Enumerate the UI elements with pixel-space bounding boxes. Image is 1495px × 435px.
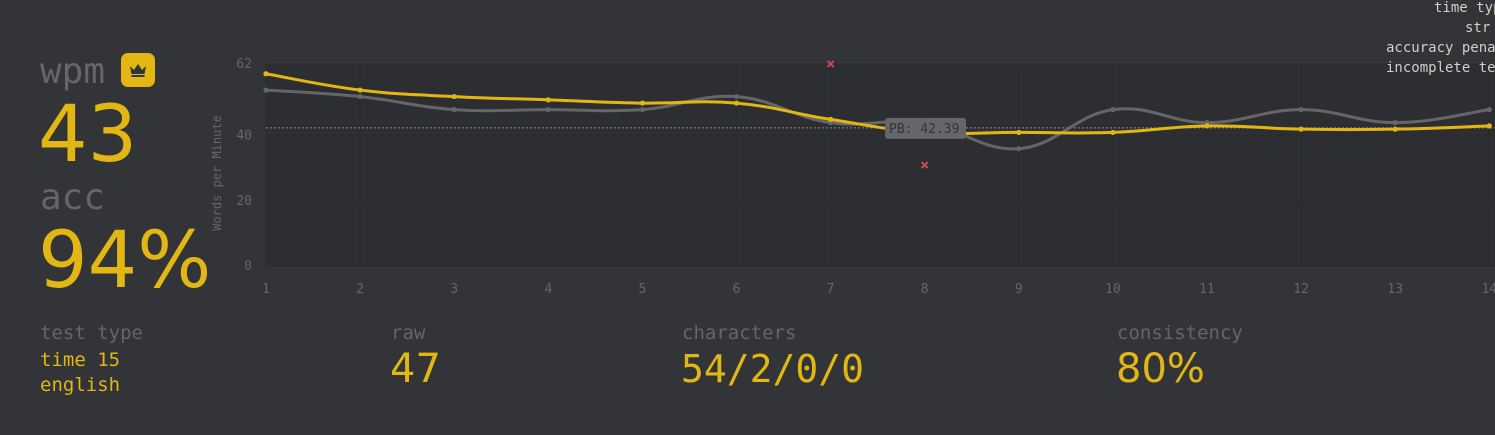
x-tick-label: 5 [638, 282, 646, 297]
y-tick-label: 40 [236, 129, 252, 144]
consistency-label: consistency [1117, 322, 1243, 344]
x-tick-label: 13 [1387, 282, 1403, 297]
x-tick-label: 1 [262, 282, 270, 297]
x-tick-label: 8 [921, 282, 929, 297]
x-tick-label: 2 [356, 282, 364, 297]
raw-point [1486, 107, 1492, 113]
raw-point [357, 93, 363, 100]
info-line-time-type: time typ [1434, 0, 1495, 16]
error-cross [920, 161, 929, 169]
raw-point [1110, 107, 1116, 113]
wpm-point [1204, 123, 1210, 129]
y-tick-label: 0 [244, 259, 252, 274]
x-tick-label: 7 [827, 282, 835, 297]
wpm-point [828, 116, 834, 122]
wpm-point [451, 93, 457, 100]
info-line-accuracy-penalty: accuracy pena [1386, 40, 1495, 56]
acc-label: acc [40, 177, 106, 218]
consistency-value: 80% [1116, 346, 1205, 392]
raw-point [733, 93, 740, 100]
info-line-incomplete-test: incomplete te [1386, 60, 1495, 76]
y-axis-ticks: 0 20 40 62 [236, 57, 252, 274]
y-tick-label: 62 [236, 57, 252, 72]
wpm-value: 43 [38, 90, 138, 180]
x-tick-label: 12 [1293, 282, 1309, 297]
test-info-panel: time typ str accuracy pena incomplete te [1355, 0, 1495, 80]
x-tick-label: 6 [733, 282, 741, 297]
x-axis-ticks: 1 2 3 4 5 6 7 8 9 10 11 12 13 14 [262, 282, 1495, 297]
x-tick-label: 3 [450, 282, 458, 297]
error-marker [826, 60, 835, 68]
raw-point [639, 107, 646, 113]
test-type-language[interactable]: english [40, 374, 121, 396]
wpm-point [545, 97, 551, 103]
wpm-point [357, 87, 363, 93]
wpm-point [1392, 126, 1398, 132]
x-tick-label: 9 [1015, 282, 1023, 297]
wpm-point [1016, 129, 1022, 136]
error-cross [826, 60, 835, 68]
wpm-point [733, 100, 740, 106]
x-tick-label: 10 [1105, 282, 1121, 297]
acc-value: 94% [38, 216, 212, 306]
x-tick-label: 11 [1199, 282, 1215, 297]
chart-plot-area [266, 64, 1495, 266]
raw-point [1298, 107, 1304, 113]
error-markers [826, 60, 929, 169]
characters-label: characters [682, 322, 797, 344]
test-type-mode[interactable]: time 15 [40, 349, 121, 371]
error-marker [920, 161, 929, 169]
x-tick-label: 14 [1481, 282, 1495, 297]
wpm-line [265, 72, 1490, 136]
test-type-label: test type [40, 322, 143, 344]
y-axis-label: Words per Minute [210, 115, 224, 231]
wpm-point [639, 100, 646, 106]
info-line-str: str [1465, 20, 1491, 36]
raw-point [263, 87, 269, 93]
pb-label: PB: 42.39 [889, 122, 959, 137]
raw-point [1392, 120, 1398, 126]
characters-value: 54/2/0/0 [681, 347, 865, 391]
raw-point [1016, 146, 1022, 152]
pb-tooltip: PB: 42.39 [885, 117, 966, 139]
x-tick-label: 4 [544, 282, 552, 297]
raw-label: raw [391, 322, 426, 344]
y-tick-label: 20 [236, 194, 252, 209]
wpm-point [1298, 126, 1304, 132]
raw-value: 47 [390, 346, 441, 392]
wpm-label: wpm [40, 51, 106, 92]
wpm-point [1110, 129, 1116, 136]
wpm-point [1486, 123, 1492, 129]
raw-point [451, 107, 457, 113]
raw-point [545, 107, 551, 113]
wpm-point [263, 71, 269, 77]
crown-icon[interactable] [121, 53, 155, 87]
